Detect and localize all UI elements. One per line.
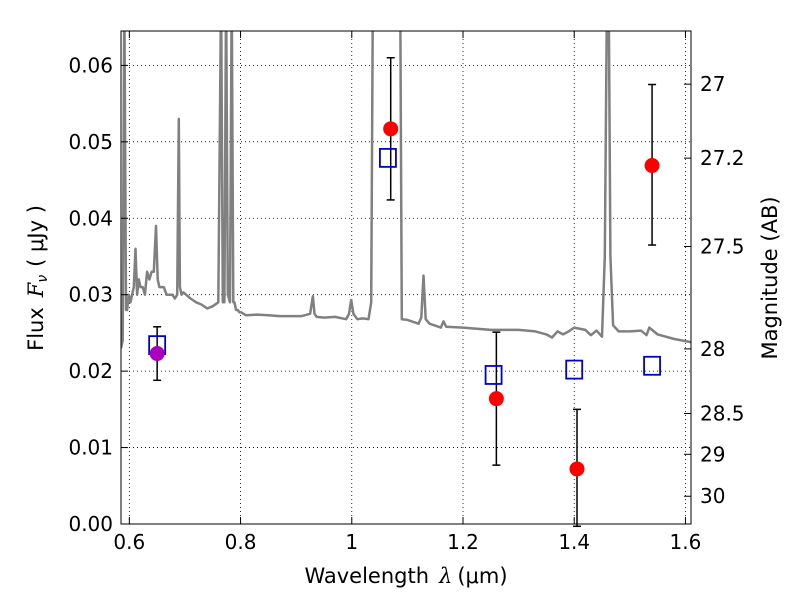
y-tick-label: 0.02 <box>68 359 113 383</box>
x-axis-label: Wavelength λ (μm) <box>304 564 507 588</box>
y2-tick-label: 27.5 <box>700 234 745 258</box>
y-tick-label: 0.05 <box>68 130 113 154</box>
y2-tick-label: 28.5 <box>700 402 745 426</box>
x-tick-label: 1 <box>345 530 358 554</box>
secondary-y-axis-label: Magnitude (AB) <box>758 196 782 359</box>
axis-ticks: 0.6 0.8 1 1.2 1.4 1.6 0.00 0.01 0.02 0.03 0.04 0.05… <box>68 31 745 554</box>
observed-flux-point <box>149 346 165 362</box>
x-tick-label: 0.6 <box>113 530 145 554</box>
y2-tick-label: 29 <box>700 442 725 466</box>
y-tick-label: 0.01 <box>68 436 113 460</box>
y-axis-label: FluxFν( μJy ) <box>24 205 51 351</box>
x-tick-label: 0.8 <box>225 530 257 554</box>
model-spectrum <box>121 31 691 349</box>
model-photometry-point <box>379 147 397 168</box>
model-photometry-point <box>565 359 584 380</box>
observed-flux-markers <box>149 121 660 477</box>
x-tick-label: 1.4 <box>558 530 590 554</box>
plot-frame <box>120 30 692 525</box>
y2-tick-label: 30 <box>700 484 725 508</box>
observed-flux-point <box>569 461 585 477</box>
observed-flux-point <box>644 158 660 174</box>
model-photometry-markers <box>148 147 661 385</box>
observed-flux-point <box>383 121 399 137</box>
y2-tick-label: 27.2 <box>700 146 745 170</box>
x-tick-label: 1.2 <box>447 530 479 554</box>
y2-tick-label: 28 <box>700 337 725 361</box>
y2-tick-label: 27 <box>700 72 725 96</box>
model-photometry-point <box>484 365 503 385</box>
observed-flux-point <box>488 391 504 407</box>
model-spectrum-line <box>121 31 691 349</box>
model-photometry-point <box>643 355 661 376</box>
y-tick-label: 0.06 <box>68 53 113 77</box>
y-tick-label: 0.03 <box>68 283 113 307</box>
y-tick-label: 0.00 <box>68 512 113 536</box>
y-tick-label: 0.04 <box>68 206 113 230</box>
x-tick-label: 1.6 <box>670 530 702 554</box>
